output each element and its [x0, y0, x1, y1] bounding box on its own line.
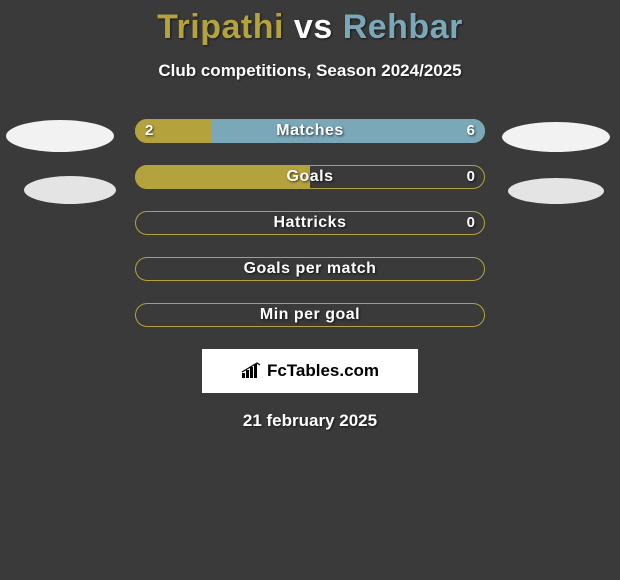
stat-label: Min per goal [135, 303, 485, 327]
stat-row: Matches2 6 [135, 119, 485, 143]
stat-value-right: 0 [467, 165, 475, 189]
logo-text: FcTables.com [267, 361, 379, 381]
page-title: Tripathi vs Rehbar [0, 0, 620, 47]
stat-value-right: 6 [467, 119, 475, 143]
stat-value-left: 2 [145, 119, 153, 143]
title-left-name: Tripathi [157, 8, 284, 46]
bar-chart-icon [241, 362, 263, 380]
stat-label: Hattricks [135, 211, 485, 235]
stat-value-right: 0 [467, 211, 475, 235]
stat-row: Goals0 [135, 165, 485, 189]
title-vs: vs [294, 8, 333, 46]
logo-box: FcTables.com [202, 349, 418, 393]
stat-label: Goals per match [135, 257, 485, 281]
comparison-chart: Matches26Goals0Hattricks0Goals per match… [0, 119, 620, 327]
title-right-name: Rehbar [343, 8, 463, 46]
stat-label: Goals [135, 165, 485, 189]
stat-row: Min per goal [135, 303, 485, 327]
logo: FcTables.com [241, 361, 379, 381]
subtitle: Club competitions, Season 2024/2025 [0, 61, 620, 81]
date: 21 february 2025 [0, 411, 620, 431]
stat-label: Matches [135, 119, 485, 143]
stat-row: Hattricks0 [135, 211, 485, 235]
stat-row: Goals per match [135, 257, 485, 281]
